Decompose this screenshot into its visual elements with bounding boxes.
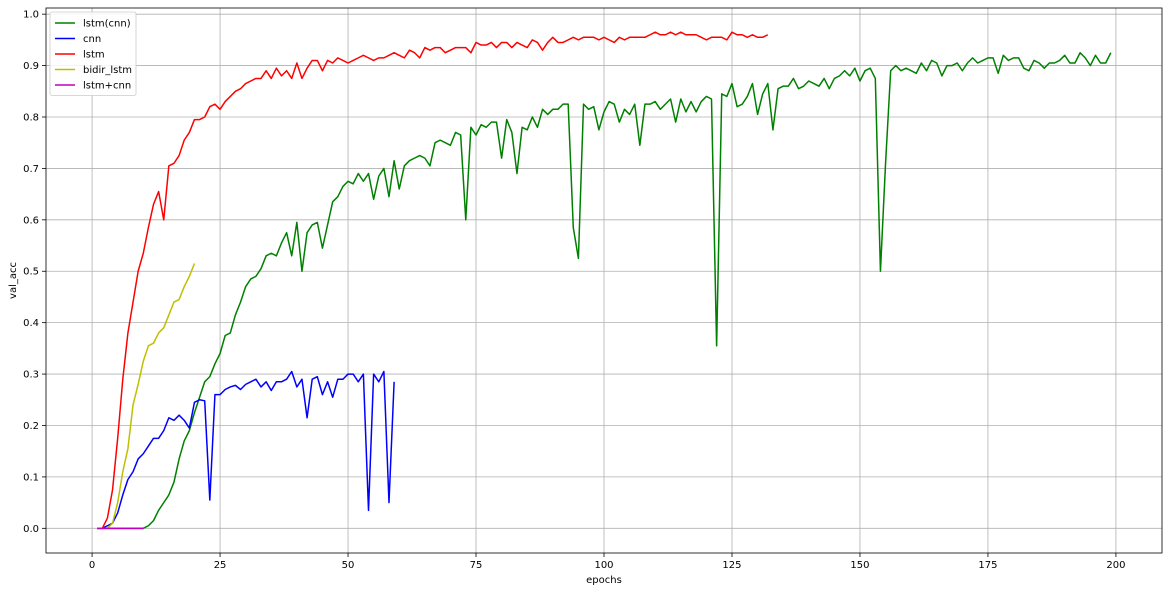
- legend-label: bidir_lstm: [83, 65, 132, 76]
- x-tick-label: 0: [89, 560, 95, 571]
- y-tick-label: 0.8: [23, 113, 39, 124]
- y-tick-label: 0.3: [23, 370, 39, 381]
- y-axis-label: val_acc: [8, 262, 19, 299]
- legend: lstm(cnn) cnn lstm bidir_lstm lstm+cnn: [49, 11, 137, 96]
- legend-label: lstm: [83, 50, 105, 61]
- legend-label: cnn: [83, 34, 101, 45]
- y-tick-label: 1.0: [23, 10, 39, 21]
- series-line-bidir-lstm: [97, 263, 196, 530]
- x-tick-label: 200: [1106, 560, 1125, 571]
- lines-layer: [97, 31, 1112, 530]
- x-axis-label: epochs: [586, 575, 622, 586]
- x-tick-label: 25: [214, 560, 227, 571]
- series-line-lstm: [97, 31, 769, 530]
- ticks-layer: 0 25 50 75 100 125 150 175 200 0.0 0.1 0.2 0.3 0.4 0.5…: [23, 10, 1125, 571]
- y-tick-label: 0.5: [23, 267, 39, 278]
- y-tick-label: 0.7: [23, 164, 39, 175]
- x-tick-label: 50: [342, 560, 355, 571]
- x-tick-label: 75: [470, 560, 483, 571]
- y-tick-label: 0.6: [23, 215, 39, 226]
- x-tick-label: 175: [978, 560, 997, 571]
- x-tick-label: 150: [850, 560, 869, 571]
- y-tick-label: 0.9: [23, 61, 39, 72]
- y-tick-label: 0.4: [23, 318, 39, 329]
- y-tick-label: 0.2: [23, 421, 39, 432]
- series-line-lstm-cnn-: [97, 51, 1112, 530]
- legend-label: lstm(cnn): [83, 19, 131, 30]
- x-tick-label: 100: [594, 560, 613, 571]
- grid-layer: [46, 8, 1162, 553]
- y-tick-label: 0.1: [23, 472, 39, 483]
- legend-box: [49, 11, 137, 96]
- legend-label: lstm+cnn: [83, 81, 131, 92]
- y-tick-label: 0.0: [23, 524, 39, 535]
- series-line-cnn: [97, 370, 395, 530]
- x-tick-label: 125: [722, 560, 741, 571]
